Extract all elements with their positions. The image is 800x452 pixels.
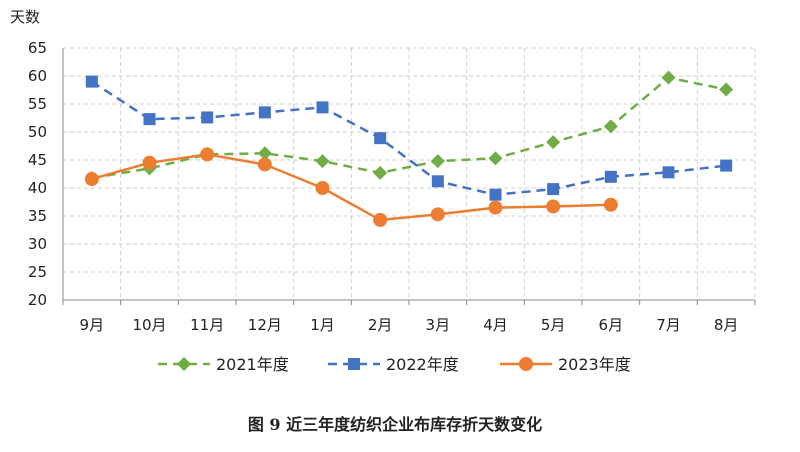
- data-point: [315, 154, 330, 169]
- series-group: [84, 70, 734, 227]
- x-tick-label: 9月: [80, 316, 105, 334]
- x-tick-label: 11月: [190, 316, 224, 334]
- legend-label: 2021年度: [216, 355, 289, 374]
- axes: [62, 48, 756, 305]
- legend-marker: [177, 357, 191, 371]
- data-point: [142, 155, 157, 170]
- data-point: [488, 151, 503, 166]
- figure-caption: 图 9 近三年度纺织企业布库存折天数变化: [248, 415, 542, 434]
- data-point: [374, 132, 387, 145]
- legend-marker: [348, 358, 360, 370]
- y-axis-label: 天数: [10, 8, 40, 26]
- y-tick-label: 25: [28, 263, 47, 281]
- data-point: [84, 172, 99, 187]
- data-point: [143, 113, 156, 126]
- x-tick-label: 3月: [426, 316, 451, 334]
- x-tick-label: 7月: [656, 316, 681, 334]
- legend-label: 2022年度: [386, 355, 459, 374]
- data-point: [661, 70, 676, 85]
- y-tick-label: 40: [28, 179, 47, 197]
- y-tick-label: 35: [28, 207, 47, 225]
- data-point: [547, 183, 560, 196]
- legend-item-2022年度: 2022年度: [328, 355, 459, 374]
- legend: 2021年度 2022年度 2023年度: [158, 355, 631, 374]
- data-point: [546, 135, 561, 150]
- x-tick-label: 6月: [599, 316, 624, 334]
- x-tick-label: 2月: [368, 316, 393, 334]
- data-point: [546, 199, 561, 214]
- data-point: [430, 207, 445, 222]
- x-tick-label: 4月: [483, 316, 508, 334]
- data-point: [257, 157, 272, 172]
- data-point: [662, 166, 675, 179]
- data-point: [603, 197, 618, 212]
- data-point: [200, 147, 215, 162]
- data-point: [603, 119, 618, 134]
- data-point: [489, 188, 502, 201]
- legend-marker: [519, 357, 533, 371]
- y-tick-label: 65: [28, 39, 47, 57]
- data-point: [315, 181, 330, 195]
- data-point: [430, 154, 445, 169]
- data-point: [488, 200, 503, 215]
- series-2022年度: [85, 75, 733, 201]
- data-point: [85, 75, 98, 88]
- data-point: [720, 159, 733, 172]
- data-point: [257, 146, 272, 161]
- legend-item-2021年度: 2021年度: [158, 355, 289, 374]
- y-tick-label: 20: [28, 291, 47, 309]
- y-tick-label: 45: [28, 151, 47, 169]
- x-tick-label: 5月: [541, 316, 566, 334]
- grid: [63, 47, 756, 300]
- series-line: [91, 153, 611, 222]
- y-tick-label: 30: [28, 235, 47, 253]
- x-tick-label: 12月: [248, 316, 282, 334]
- data-point: [258, 106, 271, 119]
- y-tick-label: 50: [28, 123, 47, 141]
- y-tick-labels: 20 25 30 35 40 45 50 55 60 65: [28, 39, 47, 309]
- data-point: [201, 111, 214, 124]
- data-point: [604, 170, 617, 183]
- x-tick-label: 8月: [714, 316, 739, 334]
- series-2023年度: [84, 147, 618, 227]
- data-point: [431, 175, 444, 188]
- y-tick-label: 60: [28, 67, 47, 85]
- y-tick-label: 55: [28, 95, 47, 113]
- legend-item-2023年度: 2023年度: [500, 355, 631, 374]
- data-point: [373, 165, 388, 180]
- legend-label: 2023年度: [558, 355, 631, 374]
- x-tick-label: 10月: [132, 316, 166, 334]
- data-point: [316, 101, 329, 114]
- data-point: [719, 82, 734, 97]
- data-point: [373, 212, 388, 227]
- x-tick-label: 1月: [310, 316, 335, 334]
- x-tick-labels: 9月 10月 11月 12月 1月 2月 3月 4月 5月 6月 7月 8月: [80, 316, 739, 334]
